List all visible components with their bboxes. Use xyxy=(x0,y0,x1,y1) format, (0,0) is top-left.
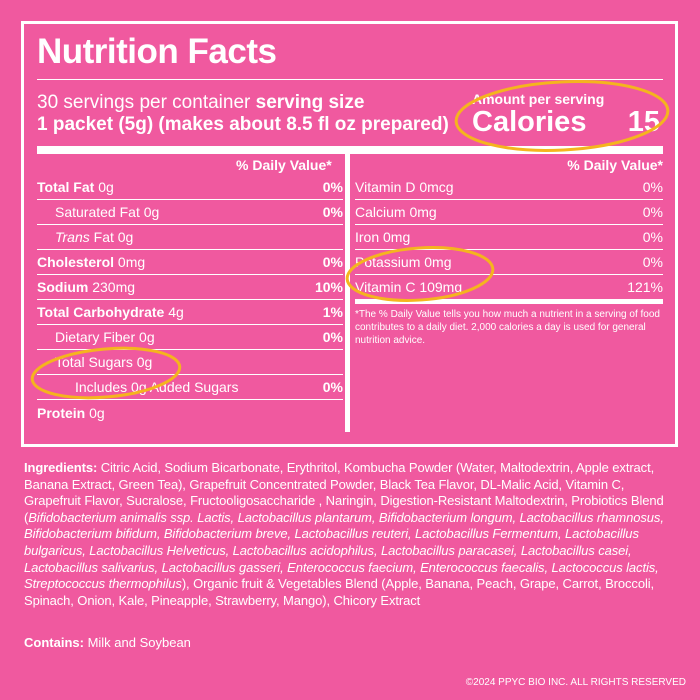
nutrient-dv: 0% xyxy=(322,379,343,395)
nutrient-name: Calcium xyxy=(355,204,406,220)
nutrient-amount: 0mg xyxy=(409,204,437,220)
calories-label: Calories xyxy=(472,106,587,138)
nutrient-amount: 230mg xyxy=(92,279,136,295)
nutrient-amount: 0mcg xyxy=(419,179,454,195)
servings-per-container: 30 servings per container xyxy=(37,92,251,113)
row-dietary-fiber: Dietary Fiber 0g 0% xyxy=(37,325,343,350)
nutrient-dv: 0% xyxy=(642,229,663,245)
nutrition-facts-panel xyxy=(21,21,678,447)
panel-title: Nutrition Facts xyxy=(37,32,277,71)
nutrient-dv: 0% xyxy=(322,204,343,220)
row-vitamin-c: Vitamin C 109mg 121% xyxy=(355,275,663,304)
nutrient-name: Vitamin D xyxy=(355,179,416,195)
servings-line: 30 servings per container serving size xyxy=(37,92,364,114)
row-added-sugars: Includes 0g Added Sugars 0% xyxy=(37,375,343,400)
nutrient-name: Includes 0g Added Sugars xyxy=(75,379,239,395)
nutrient-dv: 0% xyxy=(322,329,343,345)
row-iron: Iron 0mg 0% xyxy=(355,225,663,250)
nutrient-amount: 0g xyxy=(89,404,105,421)
dv-footnote: *The % Daily Value tells you how much a … xyxy=(355,309,660,346)
nutrient-amount: 0g xyxy=(98,179,114,195)
nutrient-name: Potassium xyxy=(355,254,421,270)
nutrient-amount: 0g xyxy=(139,329,155,345)
contains-text: Milk and Soybean xyxy=(83,635,191,650)
ingredients-label: Ingredients: xyxy=(24,460,98,475)
row-total-carbohydrate: Total Carbohydrate 4g 1% xyxy=(37,300,343,325)
row-cholesterol: Cholesterol 0mg 0% xyxy=(37,250,343,275)
row-sodium: Sodium 230mg 10% xyxy=(37,275,343,300)
nutrient-amount: Fat 0g xyxy=(93,229,134,245)
nutrient-amount: 4g xyxy=(168,304,184,320)
calories-value: 15 xyxy=(627,106,660,138)
row-protein: Protein 0g xyxy=(37,400,343,425)
nutrient-name: Saturated Fat xyxy=(55,204,140,220)
nutrient-dv: 0% xyxy=(322,254,343,270)
nutrient-dv: 1% xyxy=(322,304,343,320)
nutrient-dv: 10% xyxy=(314,279,343,295)
serving-size-label: serving size xyxy=(255,92,365,113)
row-calcium: Calcium 0mg 0% xyxy=(355,200,663,225)
row-saturated-fat: Saturated Fat 0g 0% xyxy=(37,200,343,225)
ingredients-text: Ingredients: Citric Acid, Sodium Bicarbo… xyxy=(24,460,676,609)
contains-line: Contains: Milk and Soybean xyxy=(24,635,191,650)
nutrient-amount: 0mg xyxy=(424,254,452,270)
nutrient-dv: 0% xyxy=(642,254,663,270)
thick-divider xyxy=(37,146,663,154)
column-divider xyxy=(345,154,350,432)
nutrient-dv: 121% xyxy=(627,279,663,295)
nutrient-dv: 0% xyxy=(642,179,663,195)
nutrient-dv: 0% xyxy=(642,204,663,220)
dv-header-right: % Daily Value* xyxy=(567,157,663,173)
nutrient-name: Trans xyxy=(55,229,90,245)
row-potassium: Potassium 0mg 0% xyxy=(355,250,663,275)
nutrient-name: Protein xyxy=(37,404,86,421)
row-total-fat: Total Fat 0g 0% xyxy=(37,175,343,200)
copyright-notice: ©2024 PPYC BIO INC. ALL RIGHTS RESERVED xyxy=(465,677,686,688)
nutrient-name: Sodium xyxy=(37,279,89,295)
nutrient-amount: 0mg xyxy=(117,254,146,270)
nutrient-name: Total Sugars xyxy=(55,354,133,370)
row-trans-fat: Trans Fat 0g xyxy=(37,225,343,250)
nutrient-name: Total Carbohydrate xyxy=(37,304,165,320)
serving-size-value: 1 packet (5g) (makes about 8.5 fl oz pre… xyxy=(37,114,449,135)
nutrient-name: Dietary Fiber xyxy=(55,329,136,345)
row-vitamin-d: Vitamin D 0mcg 0% xyxy=(355,175,663,200)
nutrient-amount: 0mg xyxy=(383,229,411,245)
nutrient-name: Iron xyxy=(355,229,380,245)
ingredients-part-a: Citric Acid, Sodium Bicarbonate, Erythri… xyxy=(24,460,664,525)
nutrient-amount: 0g xyxy=(143,204,160,220)
contains-label: Contains: xyxy=(24,635,84,650)
nutrient-name: Total Fat xyxy=(37,179,95,195)
nutrient-name: Cholesterol xyxy=(37,254,115,270)
title-divider xyxy=(37,79,663,80)
dv-header-left: % Daily Value* xyxy=(236,157,332,173)
nutrient-amount: 109mg xyxy=(419,279,463,295)
row-total-sugars: Total Sugars 0g xyxy=(37,350,343,375)
nutrient-name: Vitamin C xyxy=(355,279,416,295)
ingredients-probiotics: Bifidobacterium animalis ssp. Lactis, La… xyxy=(24,509,664,592)
nutrient-amount: 0g xyxy=(136,354,153,370)
amount-per-serving: Amount per serving xyxy=(472,91,605,107)
nutrient-dv: 0% xyxy=(322,179,343,195)
ingredients-part-b: ), Organic fruit & Vegetables Blend (App… xyxy=(24,576,655,608)
